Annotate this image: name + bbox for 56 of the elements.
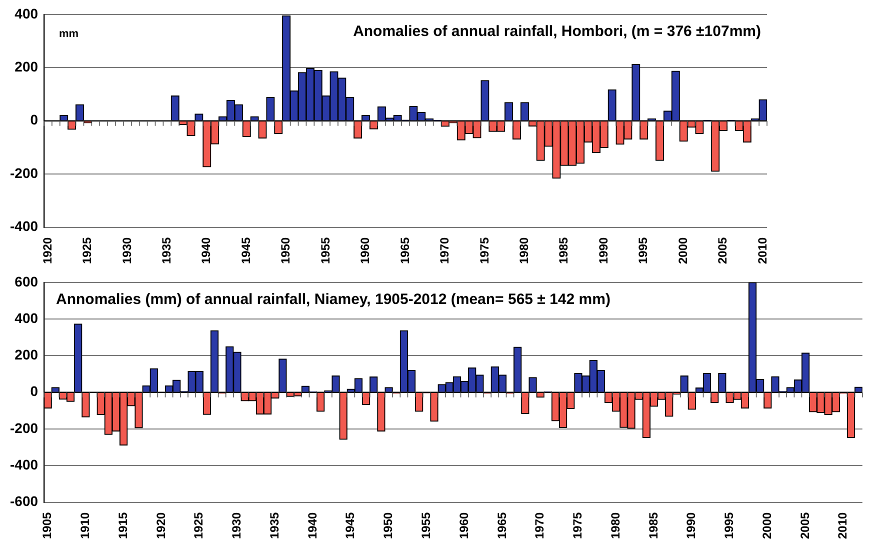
- x-tick-label: 2005: [716, 236, 730, 264]
- x-tick-label: 1975: [477, 236, 492, 264]
- x-tick-label: 2000: [676, 236, 690, 264]
- x-tick-label: 1945: [238, 236, 253, 264]
- x-tick-label: 1950: [381, 512, 396, 540]
- x-tick-label: 1915: [116, 512, 130, 540]
- x-tick-label: 1995: [636, 236, 650, 264]
- y-tick-label: 400: [14, 310, 38, 326]
- x-tick-label: 2005: [798, 512, 812, 540]
- x-tick-label: 1925: [80, 236, 94, 264]
- x-tick-label: 2010: [755, 236, 770, 264]
- x-tick-label: 1960: [456, 512, 471, 540]
- x-tick-label: 2010: [836, 512, 850, 540]
- y-tick-label: 200: [14, 346, 38, 363]
- y-tick-label: -400: [10, 456, 38, 473]
- y-tick-label: 600: [14, 273, 38, 290]
- x-tick-label: 1975: [570, 512, 585, 540]
- x-tick-label: 1955: [318, 236, 332, 264]
- x-tick-label: 1955: [418, 512, 433, 540]
- x-tick-label: 1970: [532, 512, 547, 540]
- x-tick-label: 1930: [230, 512, 244, 540]
- x-tick-label: 1950: [278, 236, 293, 264]
- text: Annomalies (mm) of annual rainfall, Niamey, 1905-2012 (mean= 565 ± 142 mm): [56, 291, 610, 308]
- x-tick-label: 1990: [596, 236, 610, 264]
- y-tick-label: 400: [14, 5, 38, 22]
- x-tick-label: 1965: [494, 512, 509, 540]
- y-tick-label: 200: [14, 58, 38, 74]
- x-tick-label: 1925: [192, 512, 206, 540]
- x-tick-label: 1985: [646, 512, 660, 540]
- x-tick-label: 1960: [358, 236, 372, 264]
- y-tick-label: -200: [10, 164, 38, 181]
- x-tick-label: 1940: [199, 236, 214, 264]
- x-tick-label: 1945: [343, 512, 358, 540]
- x-tick-label: 1920: [154, 512, 168, 540]
- x-tick-label: 1935: [159, 236, 174, 264]
- y-tick-label: -600: [10, 493, 38, 510]
- y-tick-label: 0: [30, 112, 38, 128]
- y-tick-label: -400: [10, 218, 38, 234]
- x-tick-label: 1920: [40, 236, 54, 264]
- x-tick-label: 1980: [608, 512, 622, 540]
- x-tick-label: 2000: [760, 512, 774, 540]
- x-tick-label: 1910: [78, 512, 92, 540]
- x-tick-label: 1980: [516, 236, 531, 264]
- y-axis-title: mm: [59, 28, 79, 40]
- x-tick-label: 1905: [40, 512, 54, 540]
- x-tick-label: 1940: [305, 512, 320, 540]
- text: Anomalies of annual rainfall, Hombori, (m = 376 ±107mm): [353, 23, 761, 40]
- x-tick-label: 1935: [267, 512, 282, 540]
- x-tick-label: 1995: [722, 512, 736, 540]
- x-tick-label: 1930: [120, 236, 134, 264]
- x-tick-label: 1990: [684, 512, 698, 540]
- x-tick-label: 1970: [438, 236, 452, 264]
- y-tick-label: -200: [10, 420, 38, 436]
- x-tick-label: 1965: [398, 236, 412, 264]
- y-tick-label: 0: [30, 383, 38, 400]
- x-tick-label: 1985: [556, 236, 571, 264]
